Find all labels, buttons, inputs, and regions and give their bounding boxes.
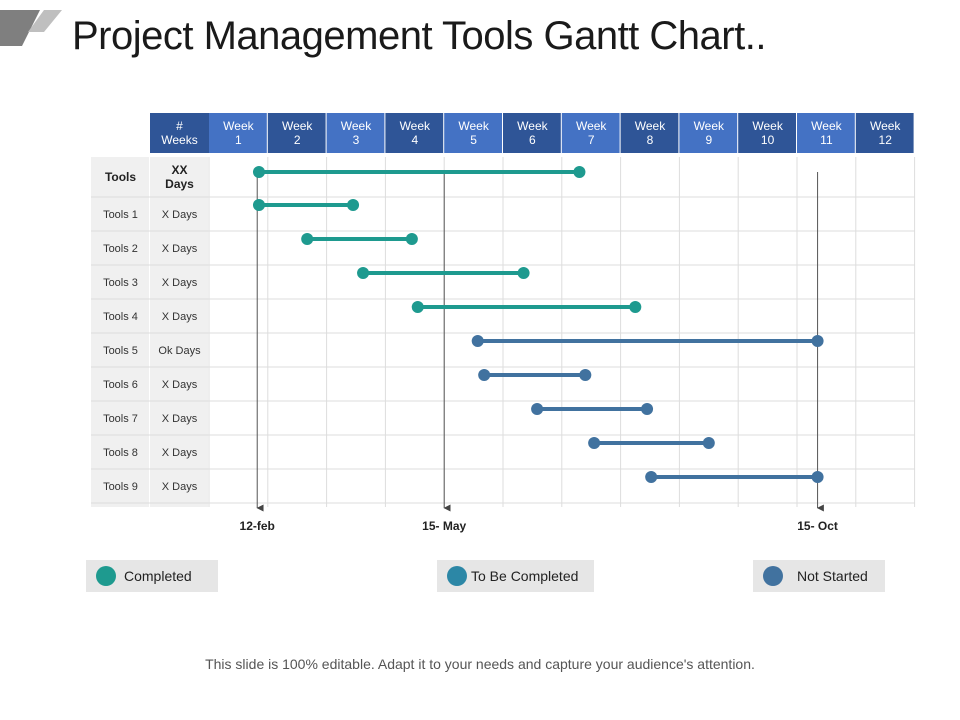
task-bar-4-end-dot [629, 301, 642, 313]
week-header-text: Week [576, 119, 607, 133]
tools-header: Tools [105, 170, 136, 184]
task-bar-3-end-dot [517, 267, 530, 279]
days-label: X Days [162, 379, 198, 391]
gantt-chart: #WeeksWeek1Week2Week3Week4Week5Week6Week… [91, 113, 916, 533]
task-bar-8-end-dot [702, 437, 715, 449]
task-bar-6-start-dot [478, 369, 491, 381]
task-bar-7-end-dot [641, 403, 654, 415]
week-header-text: 9 [705, 133, 712, 147]
week-header-2 [267, 113, 326, 153]
days-label: X Days [162, 209, 198, 221]
task-bar-6-end-dot [579, 369, 592, 381]
week-header-text: 11 [820, 133, 833, 147]
week-header-text: 4 [411, 133, 418, 147]
week-header-4 [385, 113, 444, 153]
task-bar-1-start-dot [252, 199, 265, 211]
days-label: X Days [162, 481, 198, 493]
week-header-text: Week [400, 119, 431, 133]
days-label: X Days [162, 243, 198, 255]
week-header-text: Week [341, 119, 372, 133]
week-header-text: 1 [235, 133, 242, 147]
legend-completed: Completed [86, 560, 218, 592]
week-header-text: Week [282, 119, 313, 133]
week-header-text: 10 [761, 133, 775, 147]
days-label: X Days [162, 447, 198, 459]
week-header-text: Week [752, 119, 783, 133]
tool-label: Tools 5 [103, 345, 138, 357]
week-header-10 [738, 113, 796, 153]
legend-not-started: Not Started [753, 560, 885, 592]
week-header-9 [679, 113, 738, 153]
footer-note: This slide is 100% editable. Adapt it to… [205, 656, 755, 672]
week-header-text: Week [635, 119, 666, 133]
tool-label: Tools 9 [103, 481, 138, 493]
tool-label: Tools 4 [103, 311, 138, 323]
days-label: X Days [162, 413, 198, 425]
week-header-3 [326, 113, 385, 153]
legend-not-started-label: Not Started [797, 568, 868, 584]
week-header-5 [444, 113, 502, 153]
task-bar-4-start-dot [411, 301, 424, 313]
task-bar-8-start-dot [588, 437, 601, 449]
days-header: XX [171, 163, 187, 177]
task-bar-7-start-dot [531, 403, 544, 415]
task-bar-2-end-dot [405, 233, 418, 245]
task-bar-5-start-dot [471, 335, 484, 347]
legend-to-be-completed-dot [447, 566, 467, 586]
task-bar-9-start-dot [645, 471, 658, 483]
days-label: Ok Days [158, 345, 201, 357]
page-title: Project Management Tools Gantt Chart.. [72, 14, 766, 58]
days-label: X Days [162, 311, 198, 323]
tool-label: Tools 8 [103, 447, 138, 459]
weeks-corner-text: # [176, 119, 183, 133]
corner-decoration [0, 10, 62, 46]
days-header: Days [165, 177, 194, 191]
legend-not-started-dot [763, 566, 783, 586]
milestone-label: 12-feb [240, 519, 275, 533]
tool-label: Tools 3 [103, 277, 138, 289]
task-bar-3-start-dot [357, 267, 370, 279]
milestone-label: 15- Oct [797, 519, 838, 533]
week-header-1 [209, 113, 267, 153]
week-header-text: 5 [470, 133, 477, 147]
week-header-12 [855, 113, 914, 153]
week-header-text: Week [517, 119, 548, 133]
tool-label: Tools 1 [103, 209, 138, 221]
week-header-8 [620, 113, 679, 153]
week-header-6 [503, 113, 561, 153]
tool-label: Tools 2 [103, 243, 138, 255]
legend-to-be-completed-label: To Be Completed [471, 568, 579, 584]
task-bar-9-end-dot [811, 471, 824, 483]
summary-bar-end-dot [573, 166, 586, 178]
tool-label: Tools 6 [103, 379, 138, 391]
summary-bar-start-dot [252, 166, 265, 178]
week-header-text: Week [870, 119, 901, 133]
days-label: X Days [162, 277, 198, 289]
task-bar-5-end-dot [811, 335, 824, 347]
tool-label: Tools 7 [103, 413, 138, 425]
week-header-text: 6 [529, 133, 536, 147]
milestone-label: 15- May [422, 519, 466, 533]
week-header-text: 8 [647, 133, 654, 147]
week-header-text: Week [694, 119, 725, 133]
task-bar-2-start-dot [301, 233, 314, 245]
weeks-corner-text: Weeks [161, 133, 197, 147]
week-header-text: Week [458, 119, 489, 133]
week-header-7 [561, 113, 620, 153]
week-header-text: Week [811, 119, 842, 133]
days-column [150, 157, 208, 507]
week-header-text: 7 [588, 133, 595, 147]
week-header-text: 2 [294, 133, 301, 147]
week-header-11 [797, 113, 855, 153]
weeks-corner-header [150, 113, 209, 153]
legend-completed-dot [96, 566, 116, 586]
week-header-text: Week [223, 119, 254, 133]
tools-column [91, 157, 149, 507]
legend-completed-label: Completed [124, 568, 192, 584]
legend-to-be-completed: To Be Completed [437, 560, 594, 592]
task-bar-1-end-dot [347, 199, 360, 211]
week-header-text: 3 [353, 133, 360, 147]
week-header-text: 12 [879, 133, 893, 147]
